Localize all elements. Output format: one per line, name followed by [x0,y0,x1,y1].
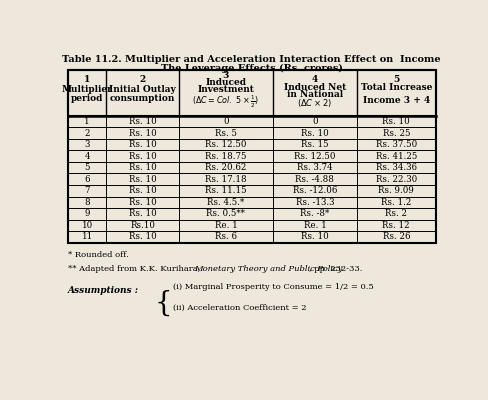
Text: 3: 3 [222,71,228,80]
Text: Rs. 18.75: Rs. 18.75 [205,152,246,161]
Text: Rs. 41.25: Rs. 41.25 [375,152,416,161]
Text: Initial Outlay: Initial Outlay [109,85,176,94]
Text: Induced Net: Induced Net [283,82,346,92]
Text: 1: 1 [84,75,90,84]
Text: Rs. 10: Rs. 10 [128,128,156,138]
Text: 5: 5 [392,75,399,84]
Text: Rs. 34.36: Rs. 34.36 [375,163,416,172]
Text: 8: 8 [84,198,90,207]
Text: Rs. 10: Rs. 10 [128,140,156,149]
Text: Rs. -13.3: Rs. -13.3 [295,198,333,207]
Text: $(\Delta C \times 2)$: $(\Delta C \times 2)$ [297,98,332,110]
Text: Rs. 25: Rs. 25 [382,128,409,138]
Text: Re. 1: Re. 1 [303,221,325,230]
Text: Investment: Investment [197,85,254,94]
Text: , pp  232-33.: , pp 232-33. [309,265,362,273]
Text: $(\Delta C = Col.\ 5 \times \frac{1}{2})$: $(\Delta C = Col.\ 5 \times \frac{1}{2})… [192,94,259,110]
Text: 11: 11 [81,232,93,241]
Text: Rs. 10: Rs. 10 [301,128,328,138]
Text: Rs. 10: Rs. 10 [128,117,156,126]
Text: 7: 7 [84,186,90,195]
Text: in National: in National [286,90,342,99]
Text: 0: 0 [223,117,228,126]
Text: Rs. 10: Rs. 10 [301,232,328,241]
Text: Rs. 12.50: Rs. 12.50 [205,140,246,149]
Text: period: period [71,94,103,103]
Text: 10: 10 [81,221,93,230]
Text: Rs. 10: Rs. 10 [128,175,156,184]
Text: ** Adapted from K.K. Kurihara,: ** Adapted from K.K. Kurihara, [68,265,203,273]
Text: 4: 4 [311,75,317,84]
Text: Rs. 0.5**: Rs. 0.5** [206,209,245,218]
Text: Rs. 10: Rs. 10 [382,117,409,126]
Text: Income 3 + 4: Income 3 + 4 [362,96,429,105]
Text: 2: 2 [84,128,90,138]
Text: Rs. 6: Rs. 6 [214,232,236,241]
Text: * Rounded off.: * Rounded off. [68,251,128,259]
Text: Rs. 10: Rs. 10 [128,209,156,218]
Text: Rs. 1.2: Rs. 1.2 [380,198,410,207]
Text: Re. 1: Re. 1 [214,221,237,230]
Text: 6: 6 [84,175,90,184]
Text: Rs. 17.18: Rs. 17.18 [204,175,246,184]
Text: Rs. 9.09: Rs. 9.09 [378,186,413,195]
Text: consumption: consumption [110,94,175,103]
Text: Rs. 20.62: Rs. 20.62 [205,163,246,172]
Text: Rs. 4.5.*: Rs. 4.5.* [207,198,244,207]
Text: Monetary Theory and Public Policy: Monetary Theory and Public Policy [193,265,342,273]
Text: Rs.10: Rs.10 [130,221,155,230]
Text: Rs. 37.50: Rs. 37.50 [375,140,416,149]
Text: Rs. -4.88: Rs. -4.88 [295,175,334,184]
Text: Rs. 10: Rs. 10 [128,163,156,172]
Text: Rs. 5: Rs. 5 [214,128,236,138]
Text: Rs. 2: Rs. 2 [385,209,407,218]
Text: Rs. -12.06: Rs. -12.06 [292,186,336,195]
Text: Rs. 10: Rs. 10 [128,186,156,195]
Text: Assumptions :: Assumptions : [68,286,139,295]
Text: Rs. -8*: Rs. -8* [300,209,329,218]
Text: Induced: Induced [205,78,246,88]
Text: Rs. 10: Rs. 10 [128,152,156,161]
Text: Rs. 10: Rs. 10 [128,198,156,207]
Text: 5: 5 [84,163,90,172]
Text: Rs. 22.30: Rs. 22.30 [375,175,416,184]
Text: Rs. 12: Rs. 12 [382,221,409,230]
Text: 2: 2 [139,75,145,84]
Text: Rs. 26: Rs. 26 [382,232,409,241]
Bar [68,70,435,243]
Text: 9: 9 [84,209,90,218]
Text: Multiplier: Multiplier [61,85,112,94]
Text: Rs. 3.74: Rs. 3.74 [297,163,332,172]
Text: Total Increase: Total Increase [360,82,431,92]
Text: 0: 0 [311,117,317,126]
Text: (i) Marginal Prosperity to Consume = 1/2 = 0.5: (i) Marginal Prosperity to Consume = 1/2… [172,283,372,291]
Text: (ii) Acceleration Coefficient = 2: (ii) Acceleration Coefficient = 2 [172,304,305,312]
Text: {: { [154,290,172,316]
Text: Rs. 10: Rs. 10 [128,232,156,241]
Text: Rs. 12.50: Rs. 12.50 [294,152,335,161]
Text: 1: 1 [84,117,90,126]
Text: 4: 4 [84,152,90,161]
Text: Table 11.2. Multiplier and Acceleration Interaction Effect on  Income: Table 11.2. Multiplier and Acceleration … [62,55,440,64]
Bar [68,70,435,116]
Text: Rs. 11.15: Rs. 11.15 [204,186,246,195]
Text: Rs. 15: Rs. 15 [301,140,328,149]
Text: 3: 3 [84,140,90,149]
Text: The Leverage Effects (Rs. crores): The Leverage Effects (Rs. crores) [161,64,342,72]
